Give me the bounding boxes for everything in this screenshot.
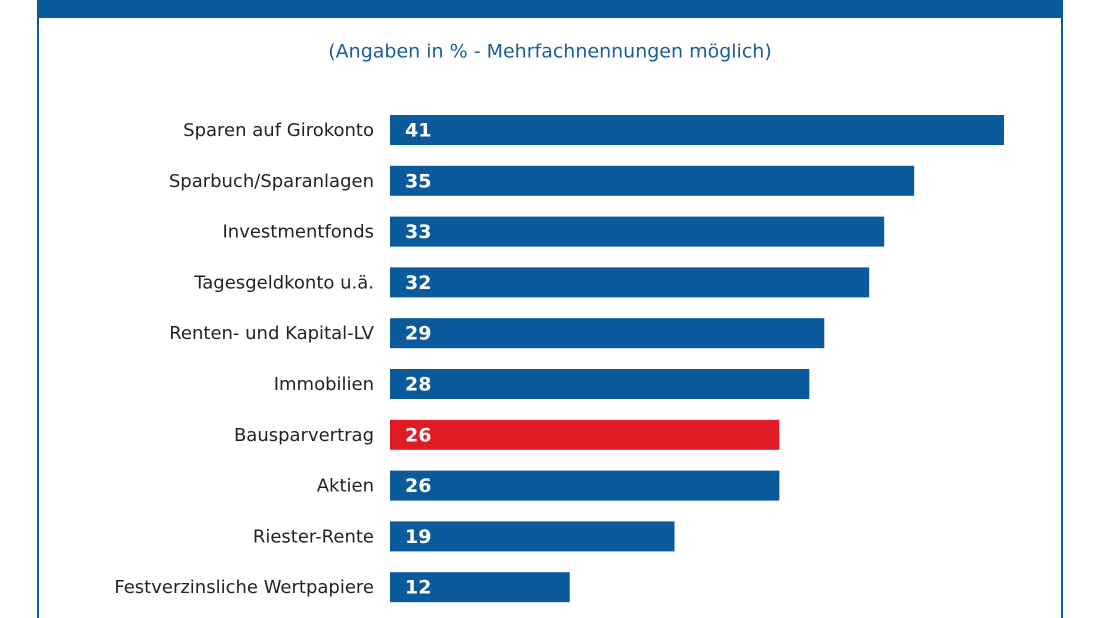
category-label: Bausparvertrag [234, 425, 374, 446]
category-label: Renten- und Kapital-LV [169, 323, 374, 344]
bar [390, 572, 570, 603]
bar [390, 216, 885, 247]
category-label: Tagesgeldkonto u.ä. [193, 272, 374, 293]
bar [390, 470, 780, 501]
value-label: 19 [405, 526, 431, 548]
value-label: 41 [405, 120, 431, 142]
value-label: 35 [405, 170, 431, 192]
category-label: Investmentfonds [222, 222, 374, 243]
value-label: 29 [405, 323, 431, 345]
bar [390, 165, 915, 196]
value-label: 32 [405, 272, 431, 294]
category-label: Riester-Rente [253, 526, 374, 547]
bar [390, 318, 825, 349]
category-label: Aktien [317, 476, 374, 497]
category-label: Festverzinsliche Wertpapiere [114, 577, 374, 598]
chart-subtitle: (Angaben in % - Mehrfachnennungen möglic… [328, 41, 771, 63]
category-label: Immobilien [274, 374, 374, 395]
value-label: 12 [405, 577, 431, 599]
value-label: 28 [405, 374, 431, 396]
value-label: 33 [405, 221, 431, 243]
bar [390, 521, 675, 552]
value-label: 26 [405, 424, 431, 446]
bar [390, 419, 780, 450]
category-label: Sparbuch/Sparanlagen [169, 171, 374, 192]
bar [390, 115, 1004, 145]
bar [390, 267, 870, 298]
bar [390, 369, 810, 399]
category-label: Sparen auf Girokonto [183, 120, 374, 141]
value-label: 26 [405, 475, 431, 497]
header-bar [37, 0, 1063, 18]
